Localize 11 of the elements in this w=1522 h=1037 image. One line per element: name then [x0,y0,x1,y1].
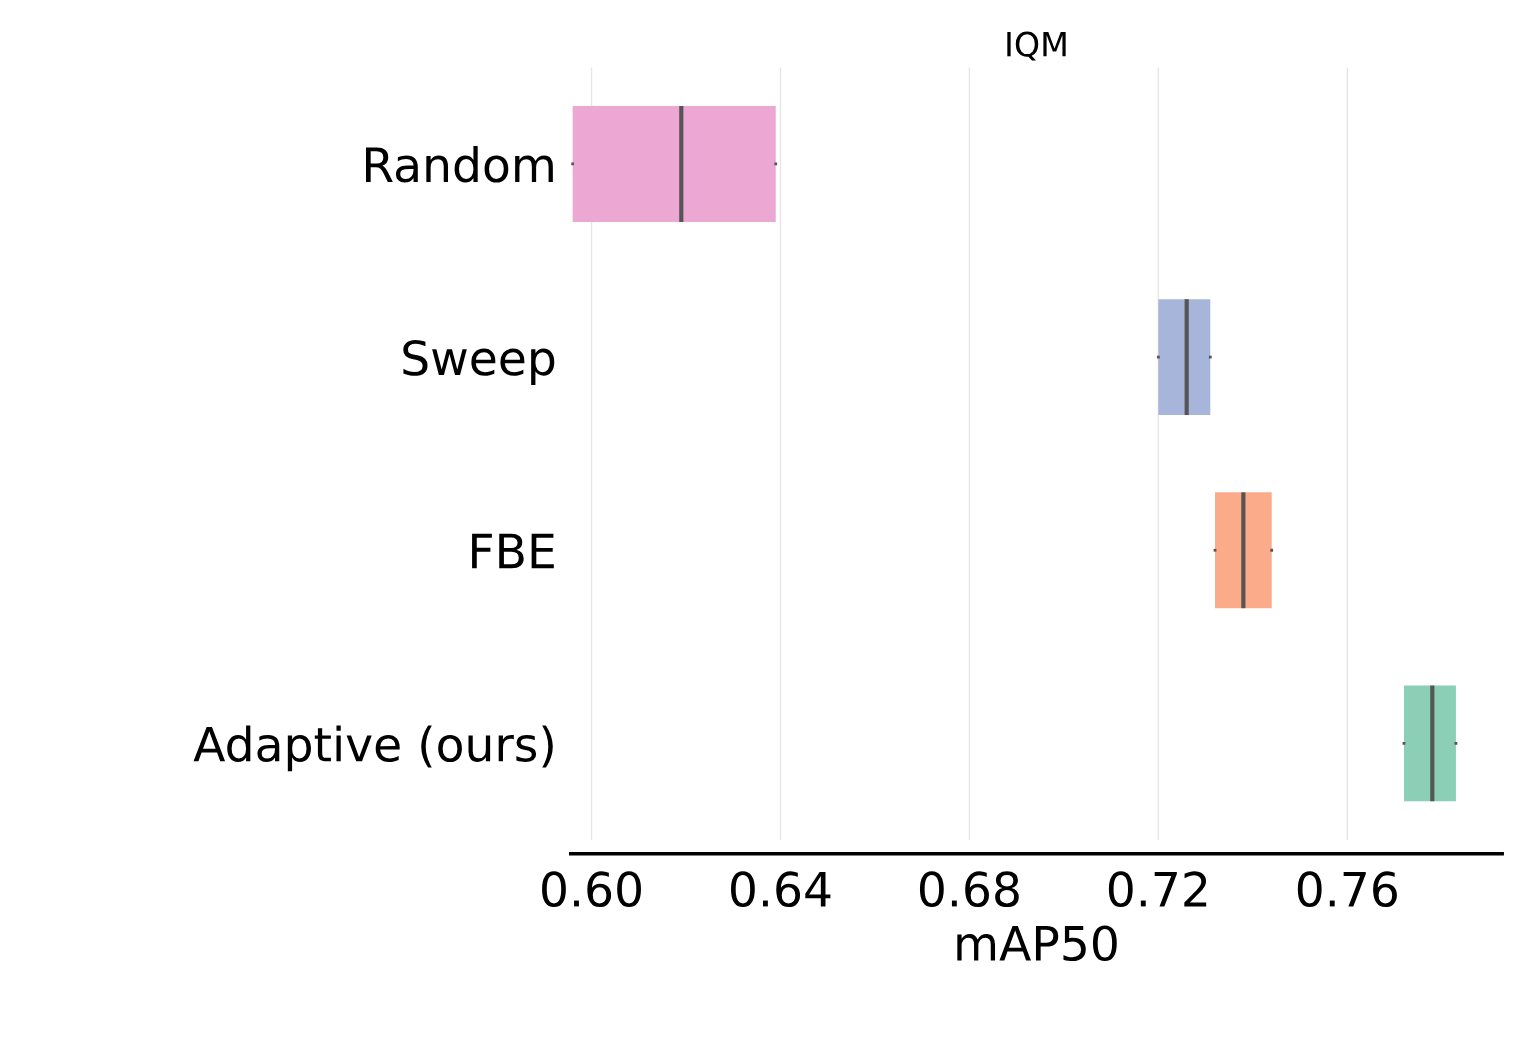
y-tick-label: FBE [472,533,554,569]
x-axis-title: mAP50 [957,925,1117,962]
chart-title: IQM [1007,31,1066,61]
x-tick-label: 0.76 [1297,871,1397,908]
x-tick-label: 0.64 [731,871,831,908]
x-tick-label: 0.72 [1108,871,1207,908]
y-tick-label: Random [366,146,553,183]
y-tick-label: Adaptive (ours) [193,725,553,772]
y-tick-label: Sweep [403,340,555,385]
x-tick-label: 0.68 [919,871,1019,908]
x-tick-label: 0.60 [542,871,641,908]
